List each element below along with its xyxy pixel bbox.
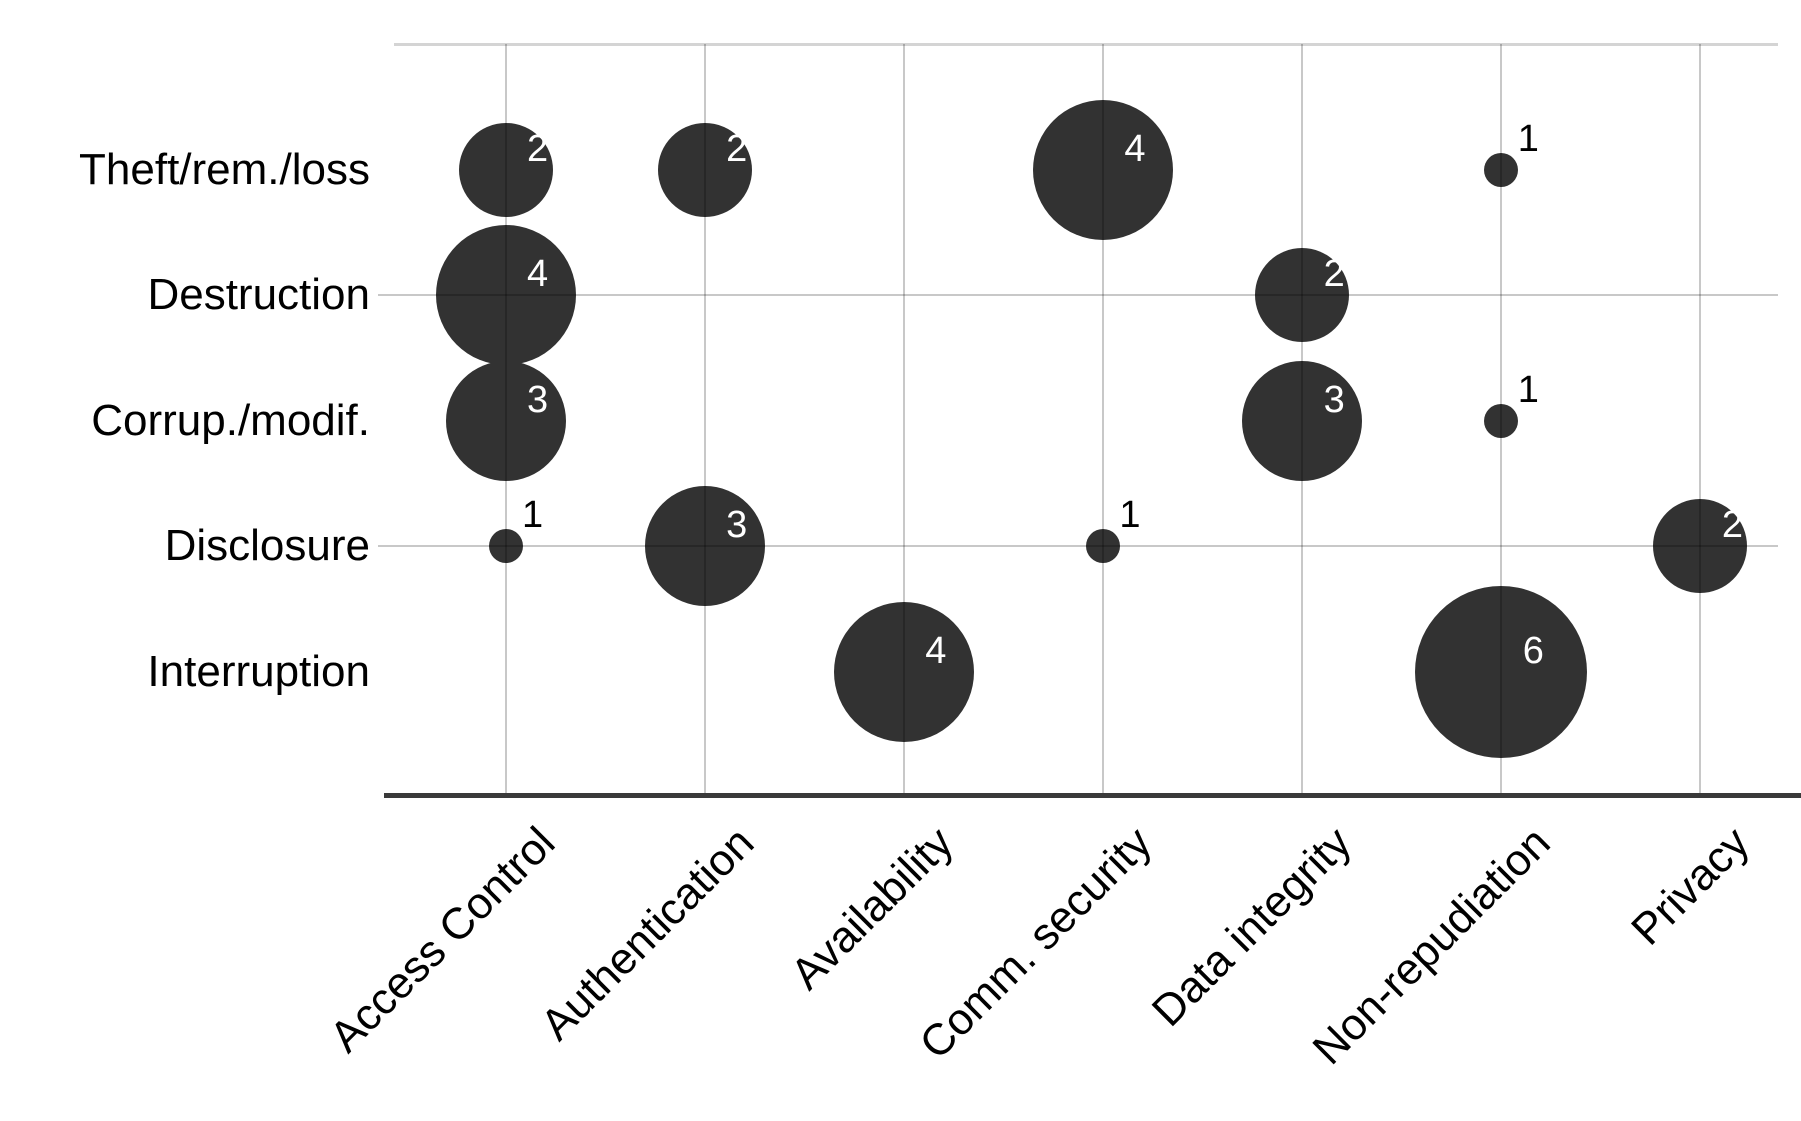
horizontal-gridline — [378, 294, 1778, 296]
bubble — [1255, 248, 1350, 342]
horizontal-gridline — [378, 545, 1778, 547]
bubble-value-label: 2 — [726, 127, 748, 170]
bubble-value-label: 1 — [1517, 368, 1539, 411]
y-axis-label: Interruption — [147, 646, 370, 696]
bubble — [1415, 585, 1588, 758]
bubble — [458, 122, 553, 217]
bubble — [1484, 403, 1519, 438]
bubble-value-label: 1 — [1119, 494, 1141, 536]
bubble — [644, 486, 765, 606]
vertical-gridline — [902, 44, 905, 797]
x-axis-label: Availability — [781, 817, 963, 999]
bubble-value-label: 2 — [526, 127, 549, 170]
bubble — [1086, 529, 1120, 563]
vertical-gridline — [1500, 44, 1503, 797]
vertical-gridline — [703, 44, 706, 797]
bubble-value-label: 6 — [1522, 629, 1544, 672]
bubble-value-label: 1 — [1517, 117, 1539, 160]
x-axis-label: Authentication — [531, 817, 764, 1050]
bubble-value-label: 1 — [521, 494, 544, 536]
x-axis-label: Privacy — [1622, 817, 1759, 955]
x-axis-label: Data integrity — [1142, 817, 1361, 1036]
bubble-value-label: 2 — [1323, 253, 1345, 295]
plot-top-border — [394, 43, 1778, 46]
bubble — [1242, 360, 1363, 481]
bubble-value-label: 4 — [1124, 127, 1146, 170]
y-axis-label: Theft/rem./loss — [79, 144, 370, 194]
vertical-gridline — [1301, 44, 1304, 797]
bubble-value-label: 4 — [526, 253, 549, 295]
bubble-value-label: 3 — [526, 378, 549, 421]
bubble — [435, 225, 576, 365]
bubble — [1484, 152, 1519, 187]
bubble — [488, 529, 523, 563]
bubble — [833, 601, 974, 742]
bubble-value-label: 2 — [1721, 504, 1743, 546]
bubble — [1033, 99, 1173, 240]
bubble — [1653, 499, 1748, 593]
bubble-value-label: 3 — [726, 504, 748, 546]
bubble — [445, 360, 566, 481]
vertical-gridline — [1102, 44, 1104, 797]
vertical-gridline — [1699, 44, 1702, 797]
bubble — [657, 122, 752, 217]
y-axis-label: Disclosure — [164, 521, 370, 570]
x-axis-label: Access Control — [320, 817, 565, 1062]
x-axis-line — [384, 793, 1801, 798]
bubble-value-label: 4 — [925, 629, 947, 672]
bubble-value-label: 3 — [1323, 378, 1345, 421]
y-axis-label: Destruction — [147, 270, 370, 319]
vertical-gridline — [504, 44, 507, 797]
y-axis-label: Corrup./modif. — [91, 395, 370, 445]
